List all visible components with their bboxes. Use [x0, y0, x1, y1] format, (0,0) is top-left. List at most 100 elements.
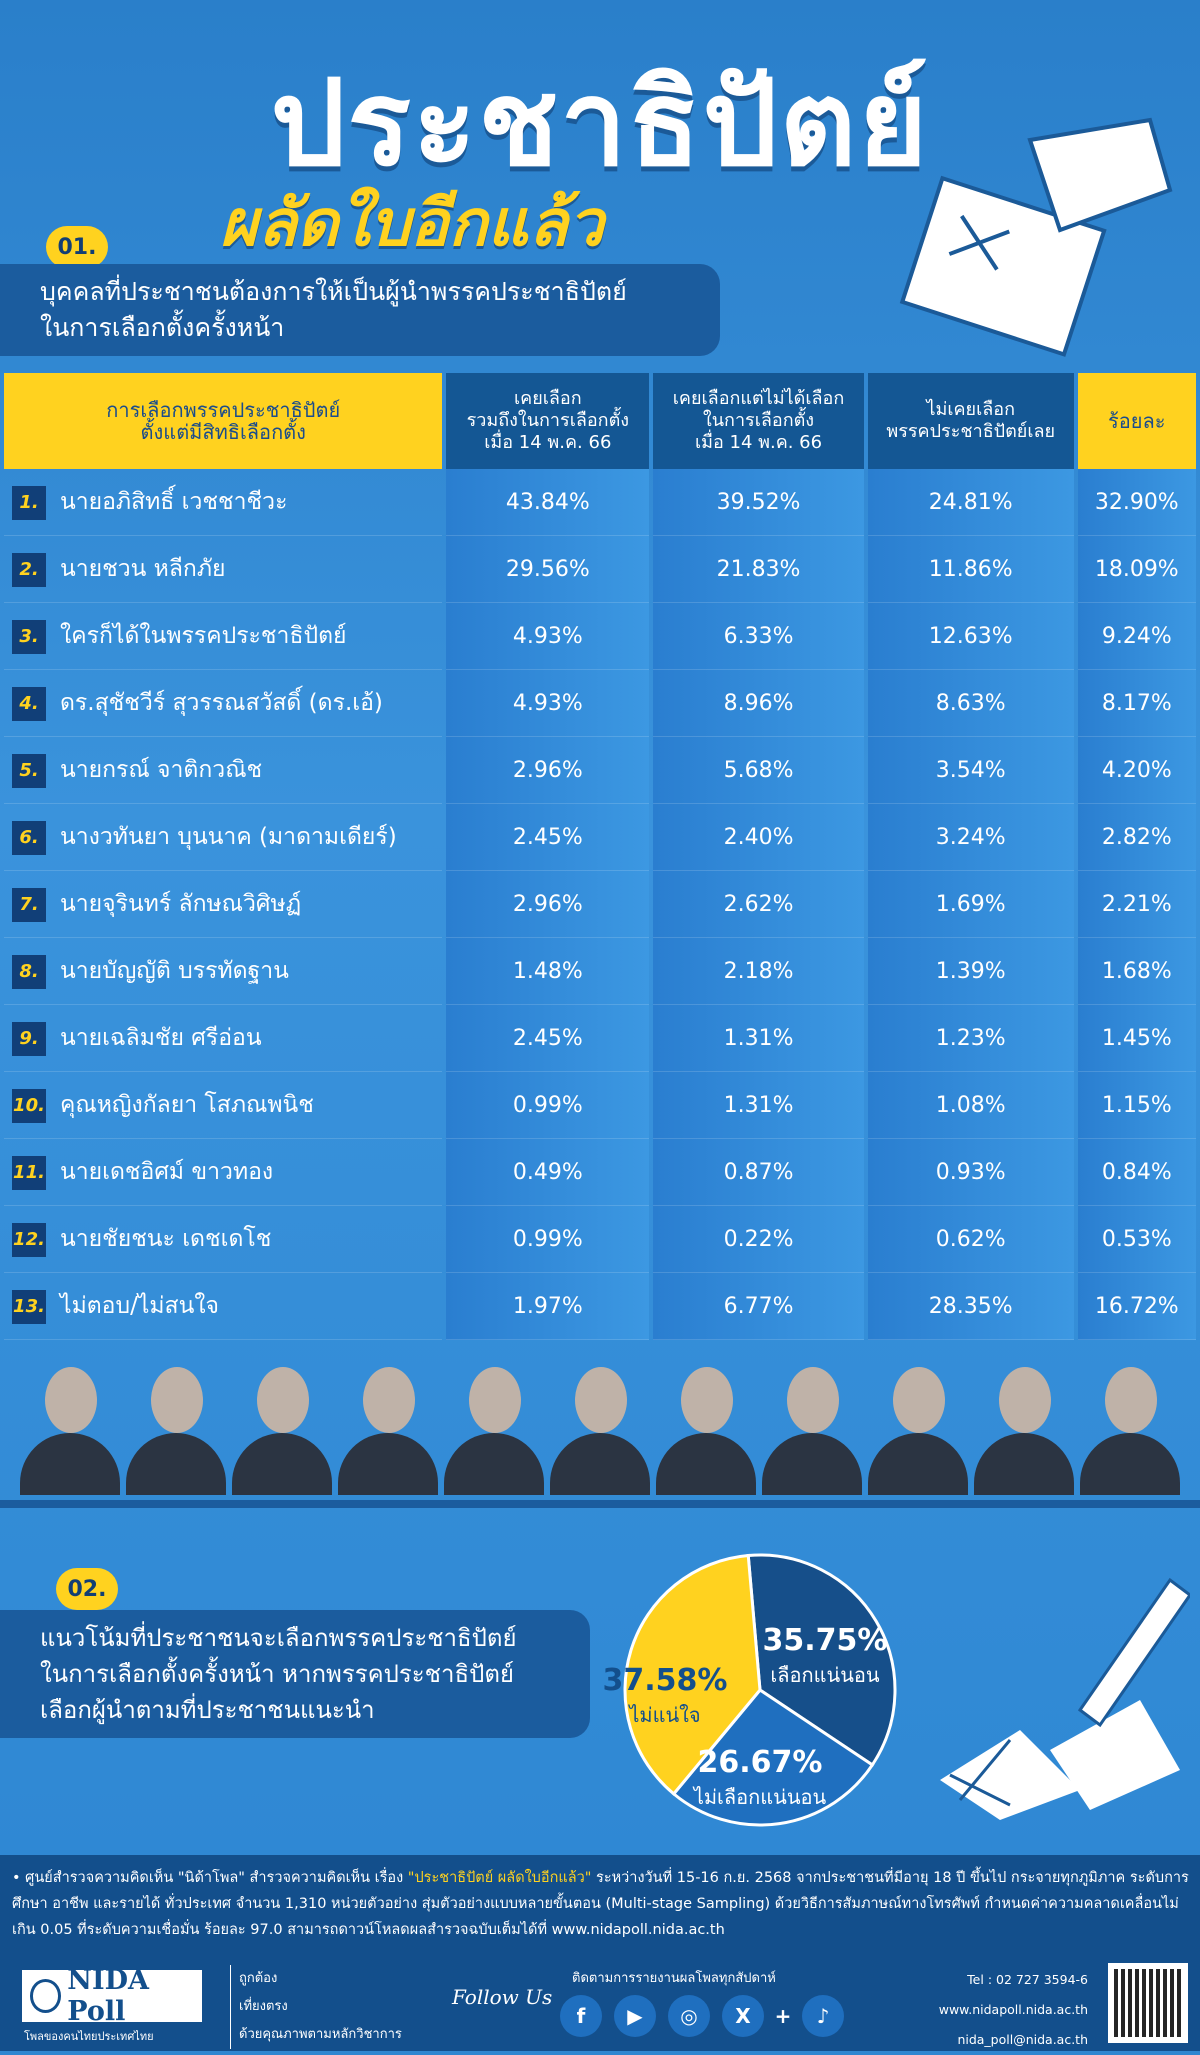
rank-number: 5.	[12, 753, 46, 788]
value-cell: 5.68%	[653, 737, 864, 804]
heading-line: ในการเลือกตั้งครั้งหน้า	[40, 313, 285, 342]
candidate-name: นายเดชอิศม์ ขาวทอง	[60, 1159, 274, 1185]
pie-slice	[746, 1553, 897, 1767]
tagline-item: เที่ยงตรง	[239, 1999, 288, 2014]
value-cell: 0.93%	[867, 1139, 1074, 1206]
column-header: เคยเลือกแต่ไม่ได้เลือก ในการเลือกตั้ง เมื่…	[653, 373, 864, 469]
plus-icon: +	[774, 2004, 792, 2028]
seal-icon	[30, 1979, 62, 2013]
x-icon[interactable]: X	[722, 1995, 764, 2037]
heading-line: เลือกผู้นำตามที่ประชาชนแนะนำ	[40, 1696, 375, 1724]
tagline-item: ด้วยคุณภาพตามหลักวิชาการ	[239, 2027, 402, 2042]
candidate-cell: 10. คุณหญิงกัลยา โสภณพนิช	[4, 1072, 443, 1139]
rank-number: 4.	[12, 686, 46, 721]
candidate-name: ดร.สุชัชวีร์ สุวรรณสวัสดิ์ (ดร.เอ้)	[60, 690, 383, 716]
value-cell: 18.09%	[1077, 536, 1196, 603]
candidate-name: นายชัยชนะ เดชเดโช	[60, 1226, 272, 1252]
value-cell: 1.68%	[1077, 938, 1196, 1005]
pencil-envelope-illustration	[940, 1577, 1190, 1820]
table-row: 3. ใครก็ได้ในพรรคประชาธิปัตย์ 4.93% 6.33% 12…	[4, 603, 1196, 670]
header-line: ในการเลือกตั้ง	[702, 410, 815, 431]
value-cell: 0.53%	[1077, 1206, 1196, 1273]
header-line: ร้อยละ	[1108, 409, 1166, 433]
qr-code[interactable]	[1108, 1963, 1188, 2043]
value-cell: 0.22%	[653, 1206, 864, 1273]
value-cell: 21.83%	[653, 536, 864, 603]
pie-slice	[623, 1553, 762, 1796]
rank-number: 13.	[12, 1289, 46, 1324]
heading-line: แนวโน้มที่ประชาชนจะเลือกพรรคประชาธิปัตย์	[40, 1624, 517, 1652]
candidate-cell: 7. นายจุรินทร์ ลักษณวิศิษฏ์	[4, 871, 443, 938]
methodology-note: • ศูนย์สำรวจความคิดเห็น "นิด้าโพล" สำรวจ…	[12, 1870, 1189, 1938]
facebook-icon[interactable]: f	[560, 1995, 602, 2037]
email-link[interactable]: nida_poll@nida.ac.th	[957, 2032, 1088, 2047]
table-row: 12. นายชัยชนะ เดชเดโช 0.99% 0.22% 0.62% 0.53%	[4, 1206, 1196, 1273]
footer: • ศูนย์สำรวจความคิดเห็น "นิด้าโพล" สำรวจ…	[0, 1855, 1200, 2051]
candidate-name: นางวทันยา บุนนาค (มาดามเดียร์)	[60, 824, 397, 850]
value-cell: 2.18%	[653, 938, 864, 1005]
value-cell: 6.33%	[653, 603, 864, 670]
value-cell: 2.21%	[1077, 871, 1196, 938]
pie-value-label: 35.75%	[763, 1623, 888, 1658]
table-row: 6. นางวทันยา บุนนาค (มาดามเดียร์) 2.45% 2.4…	[4, 804, 1196, 871]
value-cell: 0.84%	[1077, 1139, 1196, 1206]
value-cell: 1.23%	[867, 1005, 1074, 1072]
candidate-cell: 3. ใครก็ได้ในพรรคประชาธิปัตย์	[4, 603, 443, 670]
pie-value-label: 37.58%	[603, 1663, 728, 1698]
rank-number: 8.	[12, 954, 46, 989]
value-cell: 2.82%	[1077, 804, 1196, 871]
value-cell: 1.31%	[653, 1005, 864, 1072]
instagram-icon[interactable]: ◎	[668, 1995, 710, 2037]
value-cell: 8.17%	[1077, 670, 1196, 737]
phone: Tel : 02 727 3594-6	[967, 1972, 1088, 1987]
value-cell: 1.31%	[653, 1072, 864, 1139]
value-cell: 2.45%	[446, 804, 650, 871]
value-cell: 29.56%	[446, 536, 650, 603]
value-cell: 2.40%	[653, 804, 864, 871]
table-row: 10. คุณหญิงกัลยา โสภณพนิช 0.99% 1.31% 1.08% 1…	[4, 1072, 1196, 1139]
candidate-photo	[20, 1355, 120, 1495]
section1-badge: 01.	[46, 226, 108, 268]
divider	[0, 1500, 1200, 1508]
value-cell: 39.52%	[653, 469, 864, 536]
logo-subtitle: โพลของคนไทยประเทศไทย	[24, 2030, 154, 2043]
value-cell: 0.49%	[446, 1139, 650, 1206]
leader-preference-table: การเลือกพรรคประชาธิปัตย์ ตั้งแต่มีสิทธิเล…	[0, 373, 1200, 1340]
value-cell: 2.62%	[653, 871, 864, 938]
value-cell: 1.15%	[1077, 1072, 1196, 1139]
pie-category-label: ไม่แน่ใจ	[627, 1703, 700, 1727]
tiktok-icon[interactable]: ♪	[802, 1995, 844, 2037]
candidate-photo	[126, 1355, 226, 1495]
youtube-icon[interactable]: ▶	[614, 1995, 656, 2037]
candidate-photo	[550, 1355, 650, 1495]
candidate-photo	[1080, 1355, 1180, 1495]
page-subtitle: ผลัดใบอีกแล้ว	[220, 187, 604, 261]
candidate-cell: 6. นางวทันยา บุนนาค (มาดามเดียร์)	[4, 804, 443, 871]
value-cell: 9.24%	[1077, 603, 1196, 670]
table-row: 8. นายบัญญัติ บรรทัดฐาน 1.48% 2.18% 1.39% 1.6…	[4, 938, 1196, 1005]
candidate-name: ไม่ตอบ/ไม่สนใจ	[60, 1293, 220, 1319]
candidate-photo	[762, 1355, 862, 1495]
value-cell: 0.99%	[446, 1072, 650, 1139]
value-cell: 12.63%	[867, 603, 1074, 670]
value-cell: 1.69%	[867, 871, 1074, 938]
candidate-cell: 8. นายบัญญัติ บรรทัดฐาน	[4, 938, 443, 1005]
contact-info: Tel : 02 727 3594-6 www.nidapoll.nida.ac…	[939, 1965, 1088, 2055]
value-cell: 24.81%	[867, 469, 1074, 536]
rank-number: 2.	[12, 552, 46, 587]
table-row: 4. ดร.สุชัชวีร์ สุวรรณสวัสดิ์ (ดร.เอ้) 4.9…	[4, 670, 1196, 737]
table-row: 5. นายกรณ์ จาติกวณิช 2.96% 5.68% 3.54% 4.20%	[4, 737, 1196, 804]
table-row: 7. นายจุรินทร์ ลักษณวิศิษฏ์ 2.96% 2.62% 1.69…	[4, 871, 1196, 938]
value-cell: 1.45%	[1077, 1005, 1196, 1072]
website-link[interactable]: www.nidapoll.nida.ac.th	[938, 2002, 1088, 2017]
column-header: เคยเลือก รวมถึงในการเลือกตั้ง เมื่อ 14 พ.ค…	[446, 373, 650, 469]
rank-number: 6.	[12, 820, 46, 855]
table-row: 2. นายชวน หลีกภัย 29.56% 21.83% 11.86% 18.09%	[4, 536, 1196, 603]
header-line: ตั้งแต่มีสิทธิเลือกตั้ง	[140, 420, 306, 444]
voting-intention-pie: 35.75% เลือกแน่นอน 26.67% ไม่เลือกแน่นอน 37.…	[603, 1553, 897, 1827]
nida-poll-logo: NIDA Poll	[22, 1965, 202, 2027]
column-header: ไม่เคยเลือก พรรคประชาธิปัตย์เลย	[867, 373, 1074, 469]
value-cell: 1.48%	[446, 938, 650, 1005]
tagline-item: ถูกต้อง	[239, 1971, 278, 1986]
candidate-cell: 2. นายชวน หลีกภัย	[4, 536, 443, 603]
